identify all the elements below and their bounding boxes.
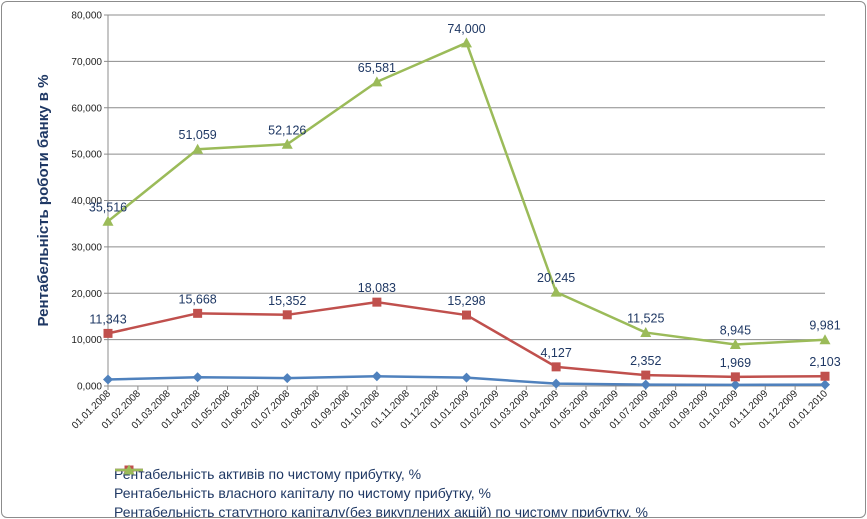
series-3-point [192, 143, 204, 154]
series-3-point [371, 76, 383, 87]
series-3-point [819, 334, 831, 345]
series-2-point [820, 371, 830, 381]
series-2-point [462, 310, 471, 320]
legend: Рентабельність активів по чистому прибут… [114, 464, 648, 518]
series-1-point [551, 378, 562, 389]
series-1-point [820, 379, 830, 390]
series-3-point [729, 339, 741, 350]
data-label: 4,127 [540, 346, 571, 360]
data-label: 11,525 [627, 312, 664, 326]
series-2-point [730, 372, 740, 382]
data-label: 11,343 [89, 312, 126, 326]
data-label: 15,352 [268, 294, 306, 308]
series-2-point [282, 310, 292, 320]
legend-label: Рентабельність статутного капіталу(без в… [114, 503, 648, 518]
legend-item: Рентабельність власного капіталу по чист… [114, 465, 648, 502]
data-label: 8,945 [720, 324, 751, 338]
triangle-legend-icon [115, 464, 143, 475]
y-tick-label: 40,000 [71, 196, 102, 207]
y-tick-label: 20,000 [71, 289, 102, 300]
data-label: 35,516 [89, 200, 127, 214]
series-1-point [103, 374, 113, 385]
data-label: 20,245 [537, 271, 575, 285]
y-tick-label: 60,000 [71, 103, 102, 114]
series-2-point [103, 328, 113, 338]
series-3-point [550, 286, 562, 297]
data-label: 2,103 [809, 355, 840, 369]
series-1-point [192, 372, 203, 383]
series-3-point [640, 327, 652, 338]
legend-label: Рентабельність активів по чистому прибут… [114, 465, 422, 482]
series-1-point [282, 373, 293, 384]
data-label: 74,000 [447, 22, 485, 36]
series-1-point [371, 371, 382, 382]
legend-item: Рентабельність активів по чистому прибут… [114, 464, 648, 483]
legend-label: Рентабельність власного капіталу по чист… [114, 484, 491, 501]
y-tick-label: 10,000 [71, 335, 102, 346]
y-tick-label: 30,000 [71, 242, 102, 253]
data-label: 18,083 [358, 281, 396, 295]
data-label: 9,981 [809, 319, 840, 333]
series-1-point [730, 379, 741, 390]
data-label: 2,352 [630, 354, 661, 368]
series-3-point [281, 138, 293, 149]
y-tick-label: 50,000 [71, 150, 102, 161]
series-2-point [372, 297, 382, 307]
series-3-point [102, 215, 114, 226]
series-3-point [461, 37, 472, 48]
data-label: 15,668 [179, 292, 217, 306]
series-2-point [193, 308, 203, 318]
data-label: 65,581 [358, 61, 396, 75]
y-tick-label: 80,000 [71, 11, 102, 22]
y-axis-title: Рентабельність роботи банку в % [35, 75, 52, 327]
series-1-point [640, 379, 651, 390]
data-label: 51,059 [179, 128, 217, 142]
series-2-point [551, 362, 561, 372]
y-tick-label: 0,000 [77, 382, 102, 393]
data-label: 52,126 [268, 123, 306, 137]
data-label: 15,298 [447, 294, 485, 308]
legend-item: Рентабельність статутного капіталу(без в… [114, 464, 648, 518]
series-2-point [641, 370, 651, 380]
y-tick-label: 70,000 [71, 57, 102, 68]
series-1-point [461, 372, 472, 383]
data-label: 1,969 [720, 356, 751, 370]
